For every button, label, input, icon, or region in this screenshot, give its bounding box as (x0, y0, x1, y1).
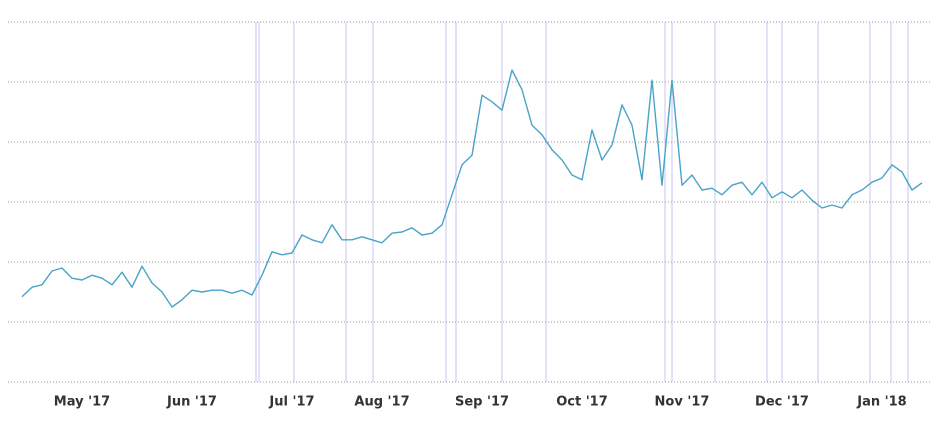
x-tick-label: Nov '17 (655, 395, 710, 410)
x-tick-label: Jul '17 (268, 395, 314, 410)
x-tick-label: Dec '17 (755, 395, 809, 410)
x-tick-label: Jun '17 (166, 395, 217, 410)
x-tick-label: Aug '17 (354, 395, 409, 410)
x-tick-label: Sep '17 (455, 395, 509, 410)
x-tick-label: Jan '18 (856, 395, 906, 410)
x-tick-label: May '17 (54, 395, 110, 410)
x-tick-label: Oct '17 (556, 395, 608, 410)
data-line (21, 69, 923, 308)
